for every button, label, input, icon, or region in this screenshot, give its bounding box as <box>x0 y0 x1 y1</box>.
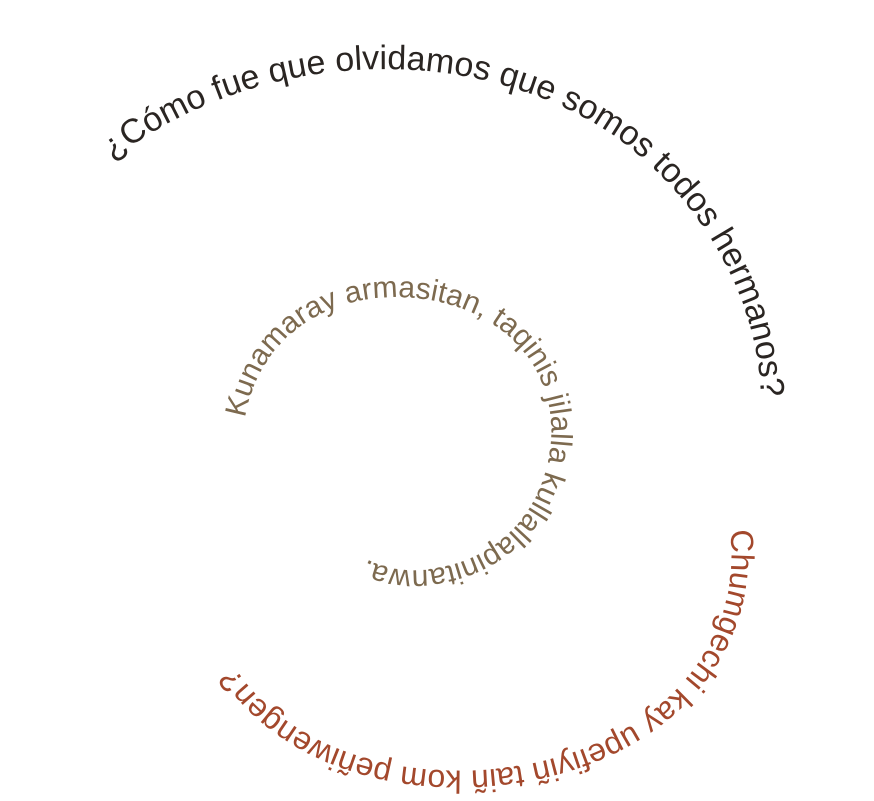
aymara-line: Kunamaray armasitan, taqinis jilalla kul… <box>219 271 577 597</box>
spanish-line-text: ¿Cómo fue que olvidamos que somos todos … <box>94 39 791 398</box>
aymara-line-text: Kunamaray armasitan, taqinis jilalla kul… <box>219 271 577 597</box>
spanish-line: ¿Cómo fue que olvidamos que somos todos … <box>94 39 791 398</box>
